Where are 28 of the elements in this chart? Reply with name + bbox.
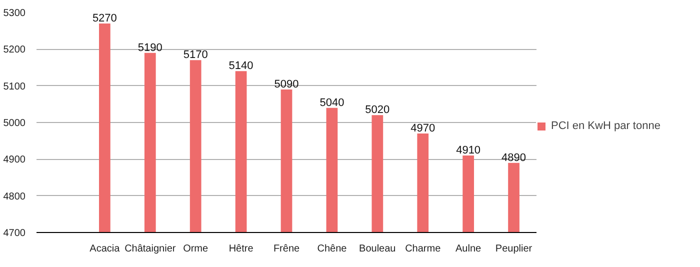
x-tick-label: Frêne	[273, 244, 300, 254]
y-tick-label: 4800	[3, 191, 26, 202]
data-label: 5040	[320, 96, 344, 109]
x-tick-label: Acacia	[90, 244, 120, 254]
data-label: 5270	[92, 12, 117, 24]
data-label: 5190	[138, 42, 162, 54]
legend-label: PCI en KwH par tonne	[551, 120, 660, 132]
x-tick-label: Aulne	[456, 244, 482, 254]
x-tick-label: Hêtre	[228, 244, 254, 254]
data-label: 5090	[274, 78, 299, 90]
y-tick-label: 5300	[3, 8, 26, 19]
data-label: 4890	[502, 152, 526, 164]
x-tick-label: Charme	[405, 244, 442, 254]
y-tick-label: 5100	[3, 81, 26, 92]
data-label: 5020	[365, 104, 390, 116]
data-label: 4970	[410, 122, 436, 134]
data-label: 5170	[183, 49, 208, 62]
y-tick-label: 4900	[3, 154, 26, 166]
x-tick-label: Châtaignier	[124, 244, 176, 254]
x-tick-label: Bouleau	[359, 244, 396, 254]
y-tick-label: 4700	[3, 228, 26, 239]
x-tick-label: Peuplier	[495, 244, 533, 254]
x-tick-label: Orme	[183, 244, 209, 254]
y-tick-label: 5000	[3, 118, 26, 129]
data-label: 4910	[456, 144, 481, 156]
x-tick-label: Chêne	[317, 244, 348, 254]
data-label: 5140	[228, 60, 254, 72]
y-tick-label: 5200	[3, 44, 26, 56]
